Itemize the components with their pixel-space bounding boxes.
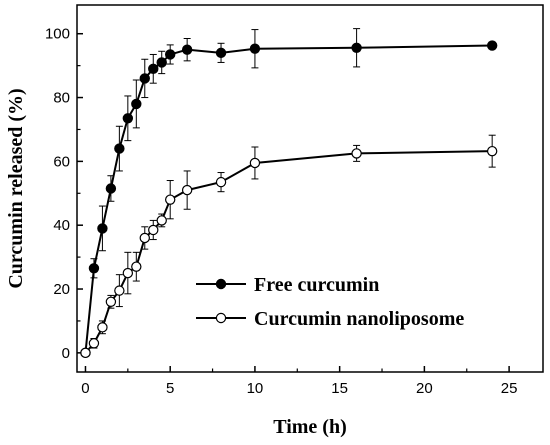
series-2 (80, 134, 498, 359)
data-point (80, 347, 91, 359)
data-point (164, 194, 176, 205)
data-point (97, 223, 108, 234)
data-point (88, 263, 100, 274)
y-tick-label: 0 (62, 345, 70, 362)
data-point (215, 47, 227, 59)
data-point (97, 322, 108, 333)
data-point (249, 43, 261, 54)
x-tick-label: 5 (166, 380, 174, 397)
data-point (114, 285, 125, 296)
legend-item-1: Free curcumin (196, 274, 379, 296)
series-line (84, 44, 493, 353)
data-point (114, 143, 125, 154)
legend-marker (215, 278, 227, 290)
data-point (148, 63, 159, 75)
data-point (215, 176, 227, 188)
x-tick-label: 20 (416, 380, 433, 397)
data-point (486, 40, 498, 51)
y-tick-label: 100 (45, 26, 70, 43)
legend-marker (215, 312, 227, 324)
data-point (122, 113, 134, 124)
y-tick-label: 40 (53, 217, 70, 234)
y-tick-label: 20 (53, 281, 70, 298)
series-1 (80, 28, 498, 359)
data-point (139, 232, 150, 244)
data-point (156, 57, 167, 68)
x-tick-label: 0 (81, 380, 89, 397)
data-point (486, 145, 498, 157)
x-tick-label: 10 (247, 380, 264, 397)
y-tick-label: 60 (53, 153, 70, 170)
data-point (131, 98, 142, 110)
data-point (164, 49, 176, 60)
data-point (351, 148, 362, 159)
y-tick-label: 80 (53, 90, 70, 107)
y-axis: 0 20 40 60 80 100 (45, 26, 83, 362)
legend-item-2: Curcumin nanoliposome (196, 308, 464, 330)
legend: Free curcumin Curcumin nanoliposome (196, 274, 464, 330)
data-point (249, 157, 261, 169)
data-point (148, 224, 159, 236)
series-line (84, 150, 493, 354)
data-point (181, 184, 193, 196)
data-point (131, 261, 142, 272)
legend-label: Curcumin nanoliposome (254, 308, 464, 330)
x-tick-label: 25 (501, 380, 518, 397)
data-point (181, 44, 193, 55)
x-tick-label: 15 (331, 380, 348, 397)
data-point (122, 267, 134, 279)
data-point (351, 42, 362, 53)
x-axis-title: Time (h) (273, 416, 347, 438)
data-point (88, 338, 100, 349)
y-axis-title: Curcumin released (%) (5, 88, 27, 288)
data-point (105, 296, 117, 307)
x-axis: 0 5 10 15 20 25 (81, 366, 517, 397)
legend-label: Free curcumin (254, 274, 379, 296)
plot-frame (76, 4, 544, 373)
data-point (156, 215, 167, 226)
data-point (139, 73, 150, 84)
series-layer (80, 28, 498, 359)
data-point (105, 183, 117, 194)
